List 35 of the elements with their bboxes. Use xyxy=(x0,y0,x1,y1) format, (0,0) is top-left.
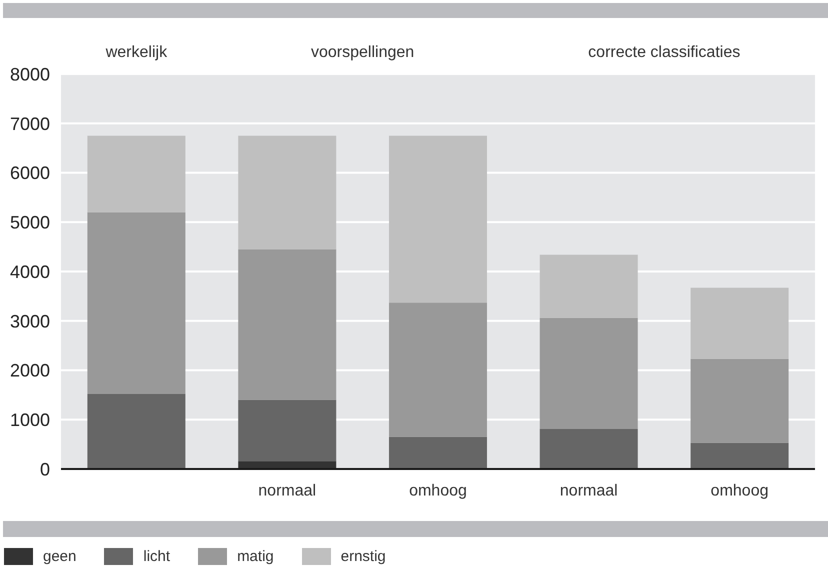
y-tick-label: 0 xyxy=(40,459,50,480)
bar xyxy=(690,442,789,469)
bar xyxy=(690,288,789,359)
legend-label: geen xyxy=(43,548,76,565)
legend-label: licht xyxy=(143,548,170,565)
text: werkelijk xyxy=(106,44,168,62)
y-tick-label: 4000 xyxy=(10,262,50,282)
y-tick-label: 8000 xyxy=(10,64,50,84)
x-tick-label: normaal xyxy=(258,482,316,500)
bar xyxy=(238,249,336,400)
bar xyxy=(87,394,186,468)
x-tick-label: omhoog xyxy=(409,482,467,500)
x-tick-label: omhoog xyxy=(710,482,769,500)
bar xyxy=(87,136,186,212)
bar xyxy=(238,400,336,462)
bar xyxy=(540,254,638,318)
bar xyxy=(388,302,487,437)
legend-label: matig xyxy=(237,548,274,565)
y-tick-label: 2000 xyxy=(10,360,50,381)
y-tick-label: 3000 xyxy=(10,311,50,332)
legend-label: ernstig xyxy=(340,548,386,565)
bar xyxy=(388,136,487,303)
x-tick-label: normaal xyxy=(560,482,618,500)
y-tick-label: 5000 xyxy=(10,212,50,233)
y-tick-label: 1000 xyxy=(10,410,50,430)
bar xyxy=(690,358,789,443)
text: correcte classificaties xyxy=(588,44,740,62)
y-tick-label: 6000 xyxy=(10,163,50,184)
y-tick-label: 7000 xyxy=(10,114,50,134)
text: voorspellingen xyxy=(311,44,414,62)
bar xyxy=(540,318,638,430)
bar xyxy=(238,136,336,250)
bar xyxy=(540,429,638,469)
bar xyxy=(87,212,186,394)
bar xyxy=(388,436,487,469)
